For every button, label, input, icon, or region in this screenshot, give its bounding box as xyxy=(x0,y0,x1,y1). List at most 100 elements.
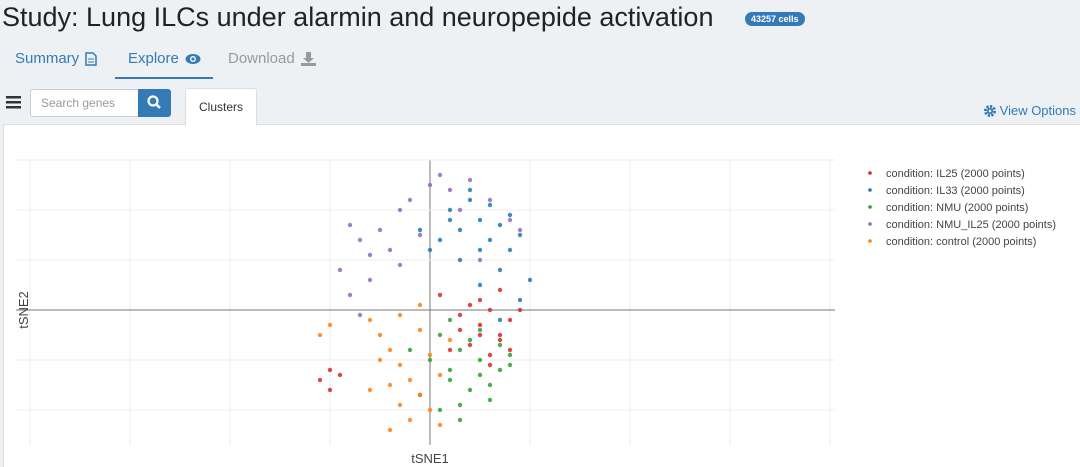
scatter-point xyxy=(457,417,463,423)
scatter-point xyxy=(487,307,493,313)
scatter-point xyxy=(337,267,343,273)
scatter-point xyxy=(497,337,503,343)
scatter-point xyxy=(487,397,493,403)
scatter-point xyxy=(437,407,443,413)
scatter-point xyxy=(397,207,403,213)
scatter-point xyxy=(457,347,463,353)
gear-icon xyxy=(983,104,996,117)
scatter-point xyxy=(507,347,513,353)
scatter-point xyxy=(467,342,473,348)
scatter-point xyxy=(477,327,483,333)
scatter-point xyxy=(377,227,383,233)
clusters-tab[interactable]: Clusters xyxy=(185,88,257,126)
scatter-point xyxy=(427,357,433,363)
active-tab-underline xyxy=(115,77,213,79)
scatter-point xyxy=(417,392,423,398)
scatter-point xyxy=(517,297,523,303)
scatter-point xyxy=(377,357,383,363)
legend-label: condition: control (2000 points) xyxy=(886,236,1036,248)
x-axis-label: tSNE1 xyxy=(411,451,449,466)
scatter-point xyxy=(447,367,453,373)
scatter-point xyxy=(367,317,373,323)
legend-label: condition: NMU_IL25 (2000 points) xyxy=(886,219,1056,231)
scatter-point xyxy=(327,322,333,328)
scatter-point xyxy=(357,237,363,243)
scatter-point xyxy=(397,402,403,408)
legend-marker xyxy=(868,188,872,192)
scatter-point xyxy=(467,177,473,183)
scatter-point xyxy=(507,362,513,368)
scatter-point xyxy=(427,352,433,358)
scatter-point xyxy=(437,172,443,178)
legend-marker xyxy=(868,222,872,226)
scatter-point xyxy=(457,207,463,213)
scatter-point xyxy=(457,257,463,263)
scatter-point xyxy=(467,187,473,193)
scatter-point xyxy=(437,332,443,338)
scatter-point xyxy=(327,387,333,393)
chart: tSNE1 tSNE2 condition: IL25 (2000 points) c… xyxy=(16,159,1056,466)
search-icon xyxy=(147,95,161,109)
view-options[interactable]: View Options xyxy=(983,103,1076,118)
scatter-point xyxy=(497,342,503,348)
legend-label: condition: NMU (2000 points) xyxy=(886,202,1028,214)
menu-button[interactable] xyxy=(6,96,21,109)
search-button[interactable] xyxy=(138,89,171,117)
scatter-point xyxy=(497,267,503,273)
legend-marker xyxy=(868,239,872,243)
scatter-point xyxy=(487,362,493,368)
scatter-point xyxy=(477,257,483,263)
scatter-point xyxy=(497,332,503,338)
download-icon xyxy=(300,51,316,66)
scatter-point xyxy=(397,362,403,368)
scatter-point xyxy=(507,247,513,253)
explore-tab[interactable]: Explore xyxy=(128,50,201,67)
scatter-point xyxy=(457,402,463,408)
y-axis-label: tSNE2 xyxy=(16,291,31,329)
summary-tab[interactable]: Summary xyxy=(15,50,97,67)
download-tab[interactable]: Download xyxy=(228,50,316,67)
scatter-point xyxy=(437,422,443,428)
scatter-point xyxy=(467,387,473,393)
scatter-point xyxy=(487,197,493,203)
scatter-point xyxy=(387,247,393,253)
scatter-point xyxy=(507,317,513,323)
scatter-point xyxy=(387,427,393,433)
scatter-point xyxy=(397,262,403,268)
scatter-point xyxy=(447,337,453,343)
tab-label: Summary xyxy=(15,50,80,67)
scatter-point xyxy=(447,187,453,193)
scatter-point xyxy=(497,287,503,293)
scatter-point xyxy=(397,312,403,318)
scatter-point xyxy=(497,317,503,323)
scatter-point xyxy=(447,377,453,383)
scatter-point xyxy=(427,247,433,253)
scatter-point xyxy=(507,352,513,358)
scatter-point xyxy=(407,347,413,353)
scatter-point xyxy=(427,407,433,413)
scatter-point xyxy=(497,222,503,228)
search-input[interactable]: Search genes xyxy=(30,89,148,117)
scatter-point xyxy=(497,367,503,373)
scatter-point xyxy=(387,382,393,388)
scatter-point xyxy=(437,372,443,378)
cell-count-badge: 43257 cells xyxy=(745,12,805,26)
scatter-point xyxy=(367,277,373,283)
scatter-point xyxy=(447,317,453,323)
scatter-point xyxy=(487,237,493,243)
tab-label: Download xyxy=(228,50,295,67)
scatter-point xyxy=(517,232,523,238)
eye-icon xyxy=(185,53,201,64)
scatter-point xyxy=(467,337,473,343)
scatter-point xyxy=(487,202,493,208)
view-options-label: View Options xyxy=(999,103,1076,118)
scatter-point xyxy=(377,332,383,338)
legend-marker xyxy=(868,205,872,209)
scatter-point xyxy=(517,307,523,313)
scatter-point xyxy=(507,212,513,218)
scatter-point xyxy=(367,252,373,258)
tab-label: Explore xyxy=(128,50,179,67)
scatter-point xyxy=(477,217,483,223)
